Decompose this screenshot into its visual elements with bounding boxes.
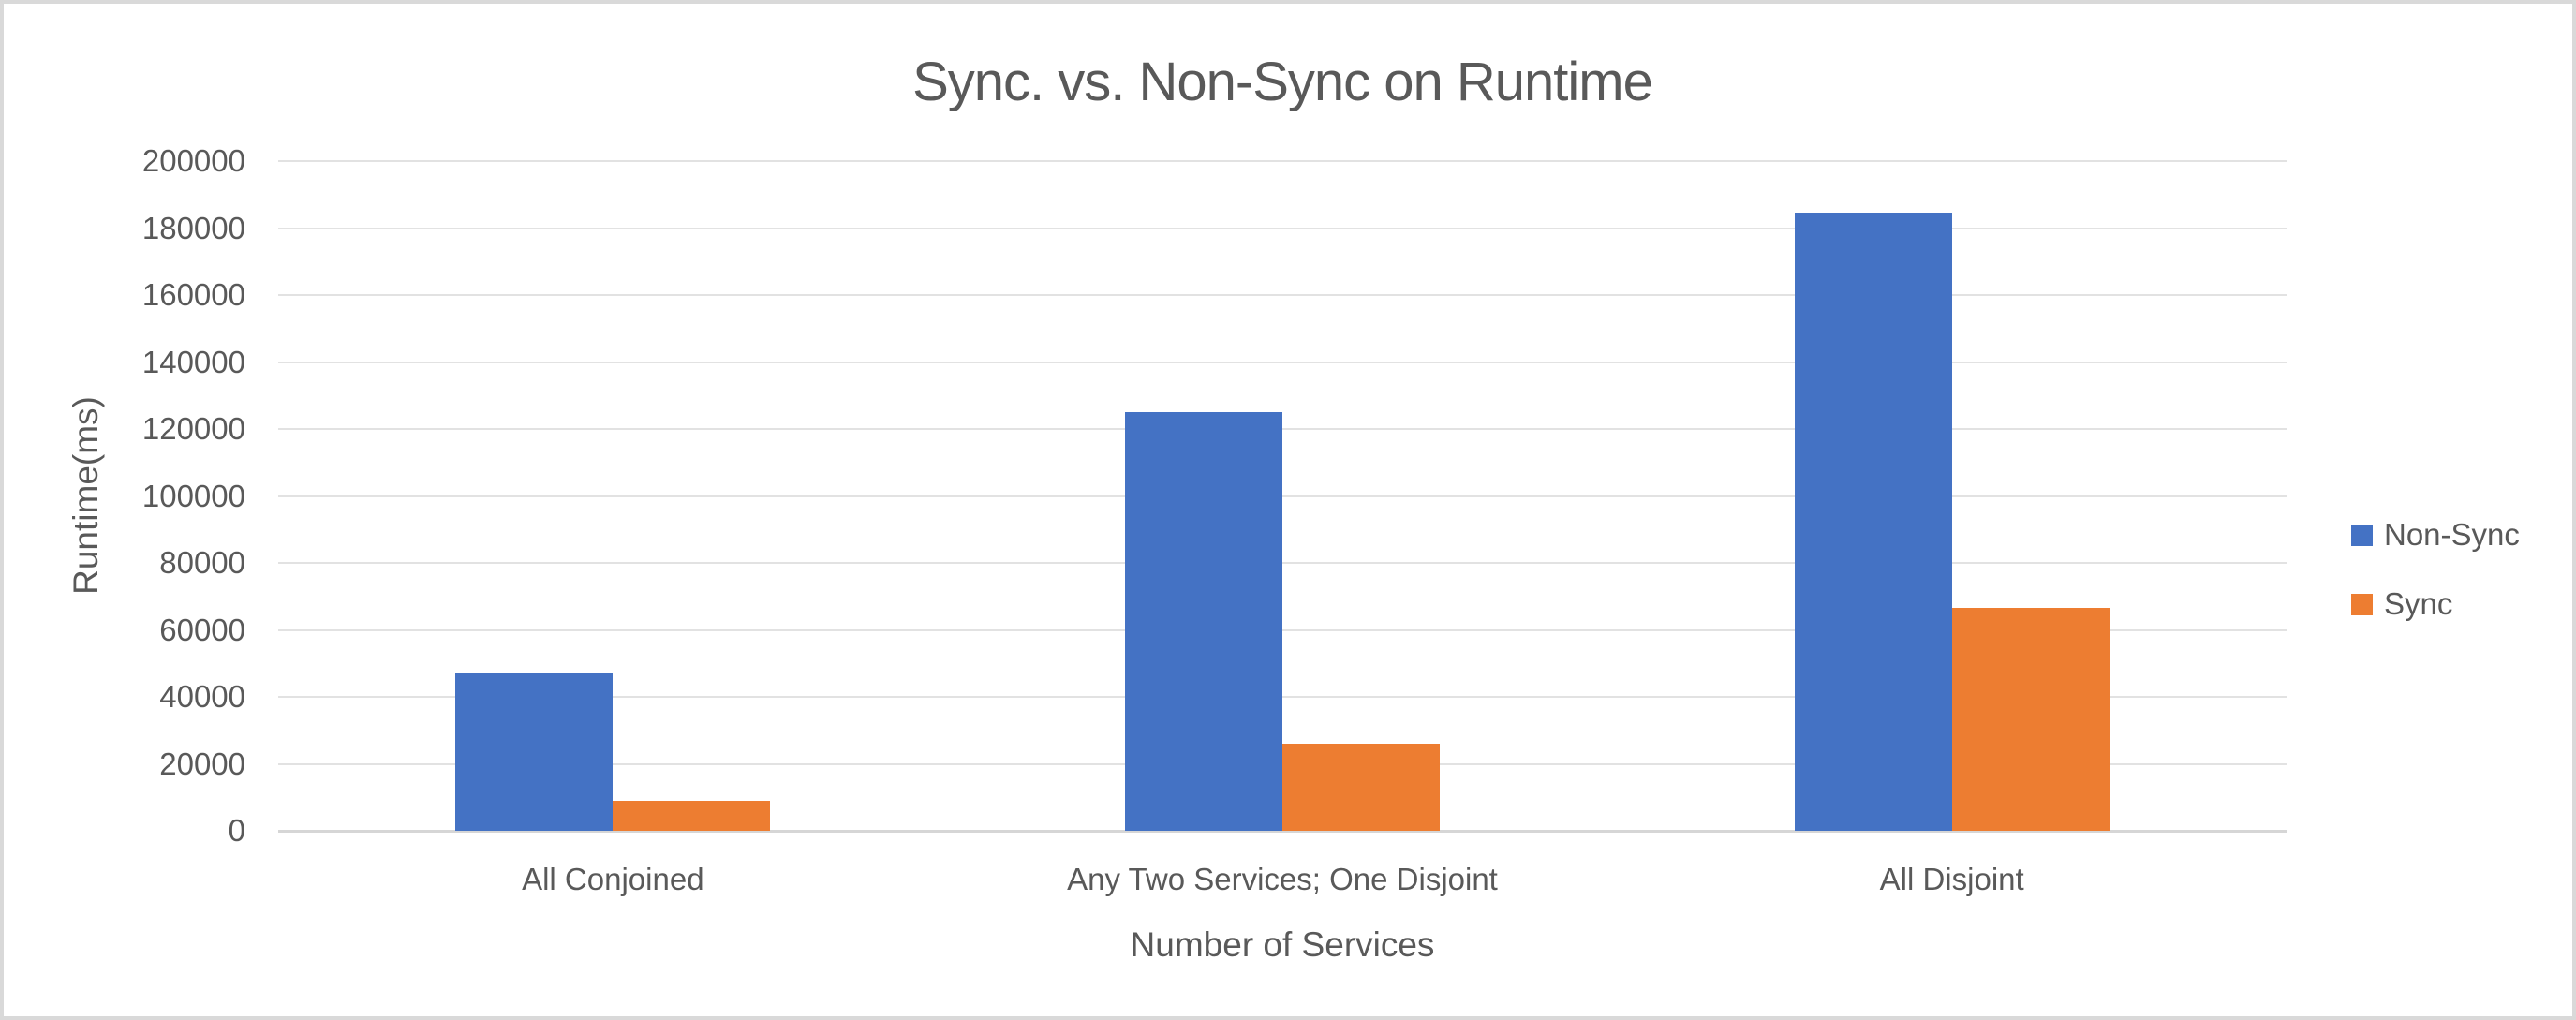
gridline	[278, 562, 2287, 564]
y-tick-label: 160000	[141, 277, 245, 312]
gridline	[278, 628, 2287, 631]
bar-non-sync	[455, 673, 614, 831]
gridline	[278, 294, 2287, 296]
legend-item-sync: Sync	[2351, 583, 2520, 626]
gridline	[278, 428, 2287, 430]
y-tick-label: 180000	[141, 210, 245, 245]
bar-sync	[613, 800, 771, 831]
chart-title: Sync. vs. Non-Sync on Runtime	[912, 52, 1653, 112]
category-label: Any Two Services; One Disjoint	[1067, 862, 1498, 896]
y-tick-label: 200000	[141, 143, 245, 178]
bar-non-sync	[1794, 213, 1952, 831]
legend-item-non-sync: Non-Sync	[2351, 513, 2520, 556]
legend-swatch-icon	[2351, 593, 2373, 615]
gridline	[278, 495, 2287, 497]
x-axis-title: Number of Services	[1130, 925, 1435, 964]
bar-non-sync	[1125, 412, 1282, 831]
bar-sync	[1951, 608, 2110, 831]
y-tick-label: 100000	[141, 478, 245, 513]
gridline	[278, 361, 2287, 363]
category-label: All Conjoined	[522, 862, 704, 896]
y-tick-label: 60000	[159, 612, 245, 647]
y-tick-label: 80000	[159, 545, 245, 580]
legend-label: Sync	[2384, 586, 2453, 621]
x-axis-line	[278, 830, 2287, 833]
gridline	[278, 160, 2287, 162]
legend-label: Non-Sync	[2384, 517, 2520, 552]
gridline	[278, 227, 2287, 229]
y-tick-label: 40000	[159, 679, 245, 714]
legend-swatch-icon	[2351, 524, 2373, 546]
legend: Non-Sync Sync	[2351, 513, 2520, 652]
gridline	[278, 696, 2287, 698]
y-tick-label: 0	[228, 813, 245, 848]
bar-sync	[1282, 744, 1440, 831]
category-label: All Disjoint	[1879, 862, 2024, 896]
y-tick-label: 20000	[159, 746, 245, 781]
y-tick-label: 120000	[141, 411, 245, 446]
y-tick-label: 140000	[141, 344, 245, 379]
